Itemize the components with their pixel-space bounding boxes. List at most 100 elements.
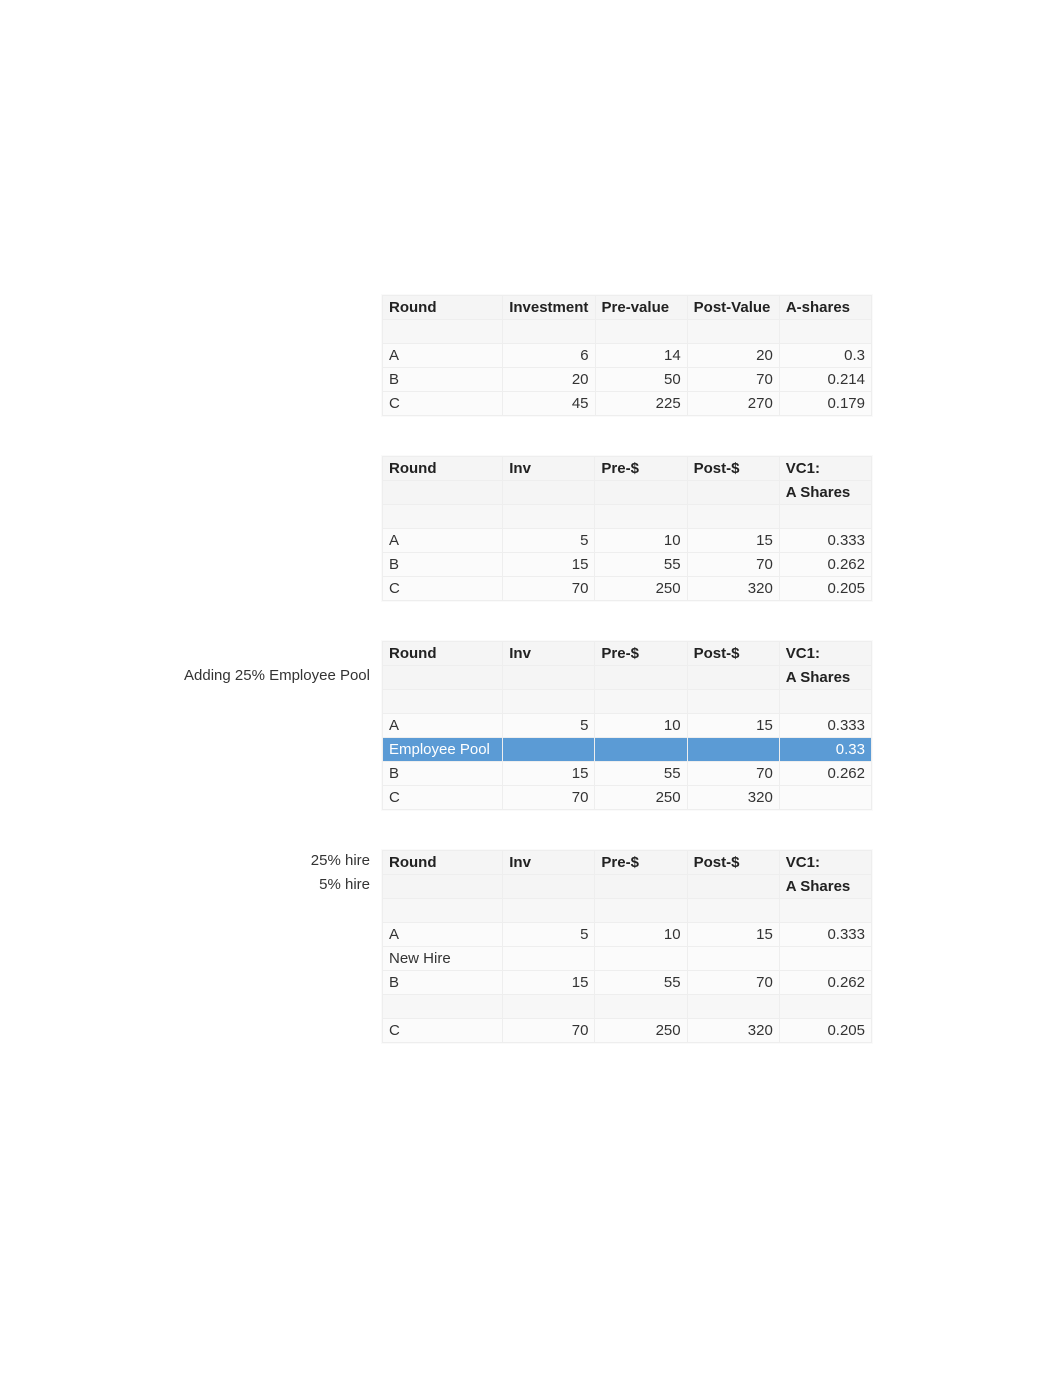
cell-shares[interactable]: 0.214 [779, 368, 871, 392]
cell-inv[interactable]: 5 [503, 923, 595, 947]
cell-inv[interactable]: 5 [503, 714, 595, 738]
cell-round[interactable]: C [383, 392, 503, 416]
t3-hb2 [595, 666, 687, 690]
cell-pre[interactable]: 50 [595, 368, 687, 392]
cell-round[interactable] [383, 995, 503, 1019]
table4-side-label-2: 5% hire [270, 876, 370, 893]
cell-round[interactable]: B [383, 762, 503, 786]
t3-hb1 [503, 666, 595, 690]
cell-shares[interactable] [779, 995, 871, 1019]
cell-post[interactable]: 270 [687, 392, 779, 416]
cell-inv[interactable] [503, 995, 595, 1019]
t3-hb3 [687, 666, 779, 690]
cell-pre[interactable]: 225 [595, 392, 687, 416]
cell-shares[interactable]: 0.205 [779, 1019, 871, 1043]
table-row: C 45 225 270 0.179 [383, 392, 872, 416]
t3-h3: Post-$ [687, 642, 779, 666]
cell-post[interactable] [687, 947, 779, 971]
cell-shares[interactable]: 0.262 [779, 553, 871, 577]
cell-pre[interactable]: 10 [595, 714, 687, 738]
cell-pre[interactable]: 10 [595, 529, 687, 553]
cell-shares[interactable]: 0.33 [779, 738, 871, 762]
cell-inv[interactable]: 45 [503, 392, 595, 416]
cell-post[interactable]: 70 [687, 762, 779, 786]
cell-pre[interactable]: 14 [595, 344, 687, 368]
cell-post[interactable]: 20 [687, 344, 779, 368]
table2: Round Inv Pre-$ Post-$ VC1: A Shares A 5… [382, 456, 872, 601]
cell-round[interactable]: A [383, 529, 503, 553]
table1-h0: Round [383, 296, 503, 320]
cell-post[interactable]: 70 [687, 368, 779, 392]
cell-pre[interactable]: 55 [595, 762, 687, 786]
cell-inv[interactable]: 70 [503, 1019, 595, 1043]
cell-post[interactable]: 70 [687, 971, 779, 995]
table1-h3: Post-Value [687, 296, 779, 320]
cell-shares[interactable]: 0.333 [779, 529, 871, 553]
cell-round[interactable]: B [383, 971, 503, 995]
table4: Round Inv Pre-$ Post-$ VC1: A Shares A 5… [382, 850, 872, 1043]
t4-hb0 [383, 875, 503, 899]
table-row: A 5 10 15 0.333 [383, 923, 872, 947]
cell-shares[interactable]: 0.333 [779, 923, 871, 947]
cell-pre[interactable]: 250 [595, 786, 687, 810]
cell-post[interactable]: 15 [687, 714, 779, 738]
cell-round[interactable]: New Hire [383, 947, 503, 971]
cell-round[interactable]: B [383, 368, 503, 392]
table-row [383, 995, 872, 1019]
cell-shares[interactable]: 0.205 [779, 577, 871, 601]
table3-side-label: Adding 25% Employee Pool [170, 667, 370, 684]
t4-h0: Round [383, 851, 503, 875]
cell-shares[interactable] [779, 786, 871, 810]
cell-inv[interactable] [503, 738, 595, 762]
cell-inv[interactable]: 15 [503, 553, 595, 577]
cell-shares[interactable]: 0.262 [779, 971, 871, 995]
cell-shares[interactable] [779, 947, 871, 971]
table4-header-row: Round Inv Pre-$ Post-$ VC1: [383, 851, 872, 875]
cell-pre[interactable] [595, 995, 687, 1019]
cell-post[interactable]: 320 [687, 786, 779, 810]
cell-shares[interactable]: 0.3 [779, 344, 871, 368]
cell-round[interactable]: B [383, 553, 503, 577]
cell-round[interactable]: A [383, 714, 503, 738]
cell-round[interactable]: A [383, 923, 503, 947]
cell-pre[interactable] [595, 947, 687, 971]
cell-inv[interactable]: 15 [503, 971, 595, 995]
cell-post[interactable]: 320 [687, 577, 779, 601]
cell-round[interactable]: A [383, 344, 503, 368]
table-row: B 15 55 70 0.262 [383, 762, 872, 786]
cell-shares[interactable]: 0.262 [779, 762, 871, 786]
table4-block: 25% hire 5% hire Round Inv Pre-$ Post-$ … [0, 850, 1062, 1043]
cell-round[interactable]: C [383, 1019, 503, 1043]
cell-inv[interactable]: 15 [503, 762, 595, 786]
table1-block: Round Investment Pre-value Post-Value A-… [0, 295, 1062, 416]
cell-round[interactable]: C [383, 577, 503, 601]
cell-post[interactable]: 320 [687, 1019, 779, 1043]
table-row: A 5 10 15 0.333 [383, 714, 872, 738]
cell-post[interactable]: 70 [687, 553, 779, 577]
cell-inv[interactable]: 6 [503, 344, 595, 368]
cell-shares[interactable]: 0.333 [779, 714, 871, 738]
cell-post[interactable] [687, 995, 779, 1019]
t4-hb2 [595, 875, 687, 899]
cell-round[interactable]: Employee Pool [383, 738, 503, 762]
cell-post[interactable]: 15 [687, 923, 779, 947]
cell-round[interactable]: C [383, 786, 503, 810]
table-row-employee-pool: Employee Pool 0.33 [383, 738, 872, 762]
cell-pre[interactable] [595, 738, 687, 762]
cell-inv[interactable] [503, 947, 595, 971]
cell-post[interactable]: 15 [687, 529, 779, 553]
cell-pre[interactable]: 55 [595, 553, 687, 577]
cell-pre[interactable]: 250 [595, 577, 687, 601]
table2-header-row2: A Shares [383, 481, 872, 505]
cell-inv[interactable]: 5 [503, 529, 595, 553]
cell-inv[interactable]: 70 [503, 786, 595, 810]
t4-hb1 [503, 875, 595, 899]
cell-inv[interactable]: 70 [503, 577, 595, 601]
cell-inv[interactable]: 20 [503, 368, 595, 392]
t2-h1: Inv [503, 457, 595, 481]
cell-pre[interactable]: 250 [595, 1019, 687, 1043]
cell-pre[interactable]: 10 [595, 923, 687, 947]
cell-pre[interactable]: 55 [595, 971, 687, 995]
cell-post[interactable] [687, 738, 779, 762]
cell-shares[interactable]: 0.179 [779, 392, 871, 416]
